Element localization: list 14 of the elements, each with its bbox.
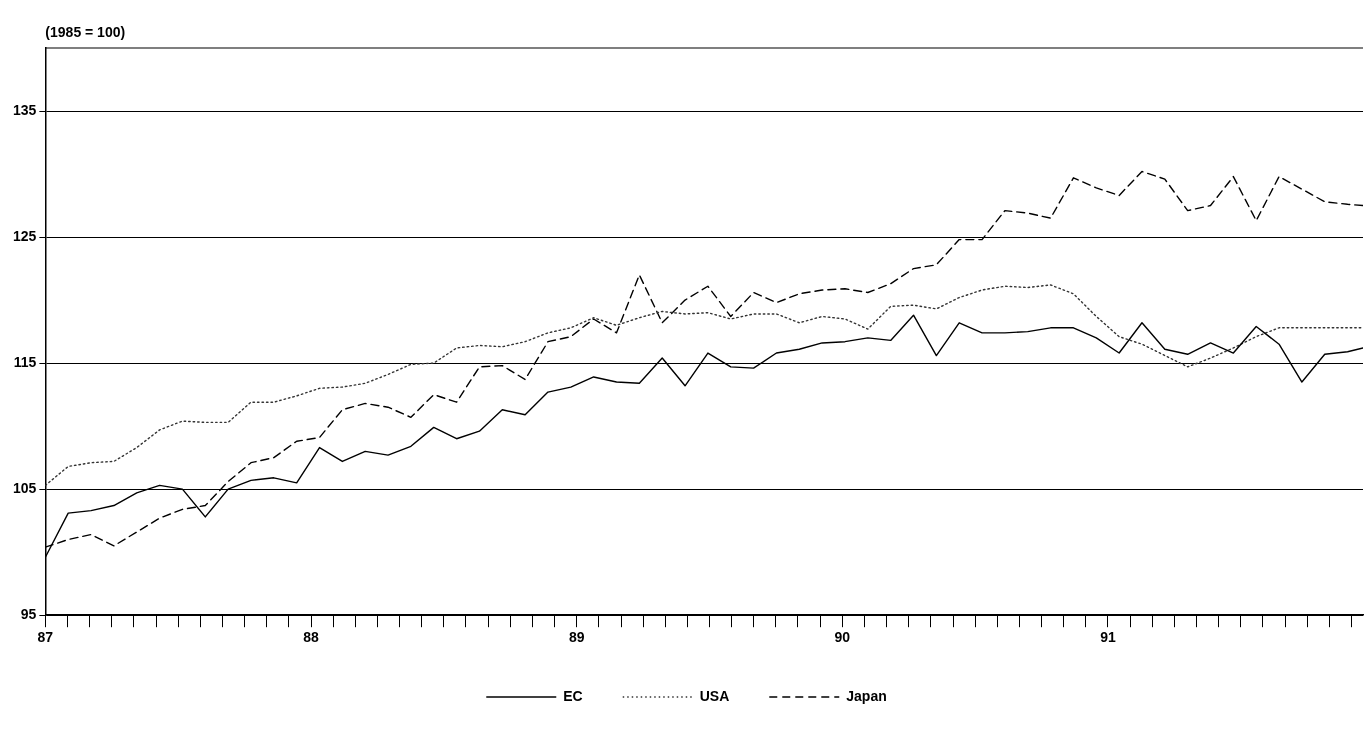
y-tick-label: 135 bbox=[13, 101, 37, 118]
y-tick-label: 95 bbox=[20, 606, 37, 623]
y-axis-title: (1985 = 100) bbox=[45, 23, 126, 40]
x-tick-label: 87 bbox=[37, 629, 54, 646]
x-tick-label: 90 bbox=[834, 629, 851, 646]
legend-label: EC bbox=[563, 687, 583, 704]
legend-label: Japan bbox=[846, 687, 887, 704]
x-tick-label: 89 bbox=[568, 629, 585, 646]
y-tick-label: 105 bbox=[13, 480, 37, 497]
y-tick-label: 125 bbox=[13, 227, 37, 244]
x-tick-label: 88 bbox=[303, 629, 320, 646]
y-tick-label: 115 bbox=[13, 353, 37, 370]
legend-label: USA bbox=[699, 687, 730, 704]
x-tick-label: 91 bbox=[1100, 629, 1116, 646]
